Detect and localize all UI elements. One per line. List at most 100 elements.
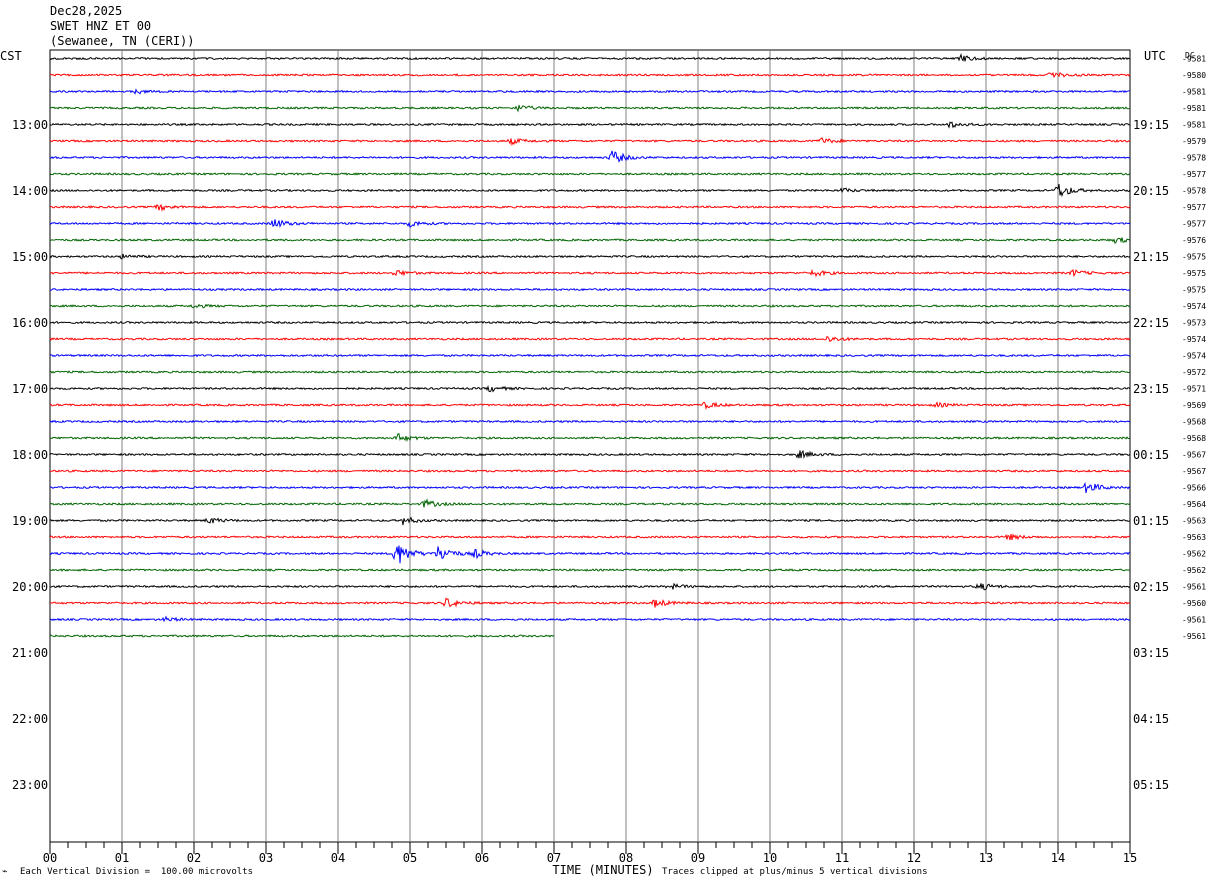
utc-hour-label: 03:15 <box>1133 646 1169 660</box>
seismic-trace <box>49 150 1131 163</box>
dc-value-label: -9577 <box>1182 203 1206 212</box>
seismic-trace <box>49 71 1131 79</box>
dc-value-label: -9575 <box>1182 253 1206 262</box>
seismic-trace <box>49 615 1131 623</box>
x-tick-label: 04 <box>331 851 345 865</box>
seismic-trace <box>49 597 1131 608</box>
x-tick-label: 12 <box>907 851 921 865</box>
seismic-trace <box>49 419 1131 424</box>
footer-icon: ⌁ <box>2 867 8 877</box>
utc-hour-label: 05:15 <box>1133 778 1169 792</box>
seismic-trace <box>49 533 1131 541</box>
dc-value-label: -9581 <box>1182 88 1206 97</box>
dc-value-label: -9577 <box>1182 220 1206 229</box>
x-tick-label: 09 <box>691 851 705 865</box>
dc-value-label: -9573 <box>1182 319 1206 328</box>
location-label: (Sewanee, TN (CERI)) <box>50 34 195 48</box>
x-tick-label: 10 <box>763 851 777 865</box>
seismic-trace <box>49 449 1131 459</box>
dc-value-label: -9571 <box>1182 385 1206 394</box>
dc-value-label: -9563 <box>1182 533 1206 542</box>
dc-value-label: -9574 <box>1182 302 1206 311</box>
utc-hour-label: 23:15 <box>1133 382 1169 396</box>
cst-hour-label: 18:00 <box>12 448 48 462</box>
seismic-trace <box>49 303 1131 309</box>
seismic-trace <box>49 219 1131 228</box>
utc-hour-label: 19:15 <box>1133 118 1169 132</box>
dc-value-label: -9561 <box>1182 616 1206 625</box>
dc-value-label: -9572 <box>1182 368 1206 377</box>
dc-value-label: -9561 <box>1182 583 1206 592</box>
x-tick-label: 13 <box>979 851 993 865</box>
seismic-trace <box>49 253 1131 260</box>
dc-value-label: -9578 <box>1182 187 1206 196</box>
x-tick-label: 05 <box>403 851 417 865</box>
seismic-trace <box>49 137 1131 147</box>
seismic-trace <box>49 287 1131 292</box>
seismic-trace <box>49 481 1131 493</box>
seismic-trace <box>49 370 1131 374</box>
dc-value-label: -9563 <box>1182 517 1206 526</box>
seismic-trace <box>49 172 1131 176</box>
dc-value-label: -9567 <box>1182 467 1206 476</box>
dc-value-label: -9579 <box>1182 137 1206 146</box>
x-tick-label: 15 <box>1123 851 1137 865</box>
utc-hour-label: 02:15 <box>1133 580 1169 594</box>
dc-value-label: -9576 <box>1182 236 1206 245</box>
seismic-trace <box>49 582 1131 591</box>
seismic-trace <box>49 568 1131 572</box>
utc-hour-label: 22:15 <box>1133 316 1169 330</box>
seismic-trace <box>49 335 1131 343</box>
utc-hour-label: 04:15 <box>1133 712 1169 726</box>
dc-value-label: -9580 <box>1182 71 1206 80</box>
dc-value-label: -9574 <box>1182 352 1206 361</box>
utc-label: UTC <box>1144 49 1166 63</box>
date-label: Dec28,2025 <box>50 4 123 18</box>
x-tick-label: 08 <box>619 851 633 865</box>
clipping-note: Traces clipped at plus/minus 5 vertical … <box>662 867 928 877</box>
station-label: SWET HNZ ET 00 <box>50 19 152 33</box>
dc-value-label: -9566 <box>1182 484 1206 493</box>
dc-value-label: -9574 <box>1182 335 1206 344</box>
x-axis-label: TIME (MINUTES) <box>552 863 653 877</box>
dc-value-label: -9568 <box>1182 434 1206 443</box>
x-tick-label: 14 <box>1051 851 1065 865</box>
cst-hour-label: 15:00 <box>12 250 48 264</box>
dc-value-label: -9562 <box>1182 550 1206 559</box>
utc-hour-label: 00:15 <box>1133 448 1169 462</box>
dc-label: DC <box>1185 51 1195 60</box>
seismic-trace <box>49 401 1131 411</box>
cst-hour-label: 14:00 <box>12 184 48 198</box>
seismic-trace <box>49 237 1131 244</box>
seismic-trace <box>49 121 1131 129</box>
seismic-trace <box>49 105 1131 113</box>
cst-hour-label: 20:00 <box>12 580 48 594</box>
x-tick-label: 07 <box>547 851 561 865</box>
cst-hour-label: 21:00 <box>12 646 48 660</box>
seismic-trace <box>49 203 1131 212</box>
vertical-division-note: Each Vertical Division = 100.00 microvol… <box>20 867 253 877</box>
seismic-trace <box>49 498 1131 508</box>
dc-value-label: -9575 <box>1182 269 1206 278</box>
dc-value-label: -9578 <box>1182 154 1206 163</box>
seismic-trace <box>49 53 1131 62</box>
seismic-trace <box>49 516 1131 526</box>
dc-value-label: -9568 <box>1182 418 1206 427</box>
seismic-trace <box>49 184 1131 198</box>
seismic-trace <box>49 268 1131 278</box>
seismic-trace <box>49 545 1131 564</box>
dc-value-label: -9564 <box>1182 500 1206 509</box>
plot-frame <box>49 49 1131 843</box>
dc-value-label: -9562 <box>1182 566 1206 575</box>
seismic-trace <box>49 433 1131 443</box>
cst-hour-label: 17:00 <box>12 382 48 396</box>
x-tick-label: 02 <box>187 851 201 865</box>
x-tick-label: 01 <box>115 851 129 865</box>
x-tick-label: 03 <box>259 851 273 865</box>
dc-value-label: -9575 <box>1182 286 1206 295</box>
dc-value-label: -9581 <box>1182 104 1206 113</box>
seismic-trace <box>49 469 1131 473</box>
cst-hour-label: 23:00 <box>12 778 48 792</box>
cst-hour-label: 22:00 <box>12 712 48 726</box>
